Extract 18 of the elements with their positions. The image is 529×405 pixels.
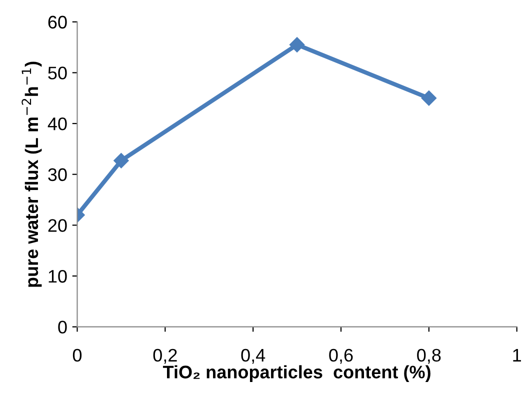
x-axis-title: TiO₂ nanoparticles content (%): [162, 365, 430, 382]
x-tick-label: 0: [72, 348, 82, 362]
y-tick-label: 40: [48, 117, 67, 130]
point: [421, 90, 436, 106]
point: [289, 37, 305, 52]
x-tick-label: 0,8: [417, 348, 441, 364]
y-axis-title: pure water flux (L m$^{−2}$h$^{−1}$): [22, 62, 42, 287]
point: [114, 153, 129, 168]
y-tick-label: 30: [48, 168, 67, 182]
y-tick-label: 20: [48, 219, 67, 232]
y-tick-label: 0: [58, 320, 67, 334]
y-tick-label: 10: [48, 270, 67, 283]
x-tick-label: 0,2: [153, 348, 177, 364]
x-tick-label: 0,6: [329, 348, 353, 364]
x-tick-label: 0,4: [241, 348, 266, 364]
x-tick-label: 1: [513, 349, 521, 362]
y-tick-label: 60: [48, 16, 67, 29]
y-tick-label: 50: [48, 66, 67, 80]
